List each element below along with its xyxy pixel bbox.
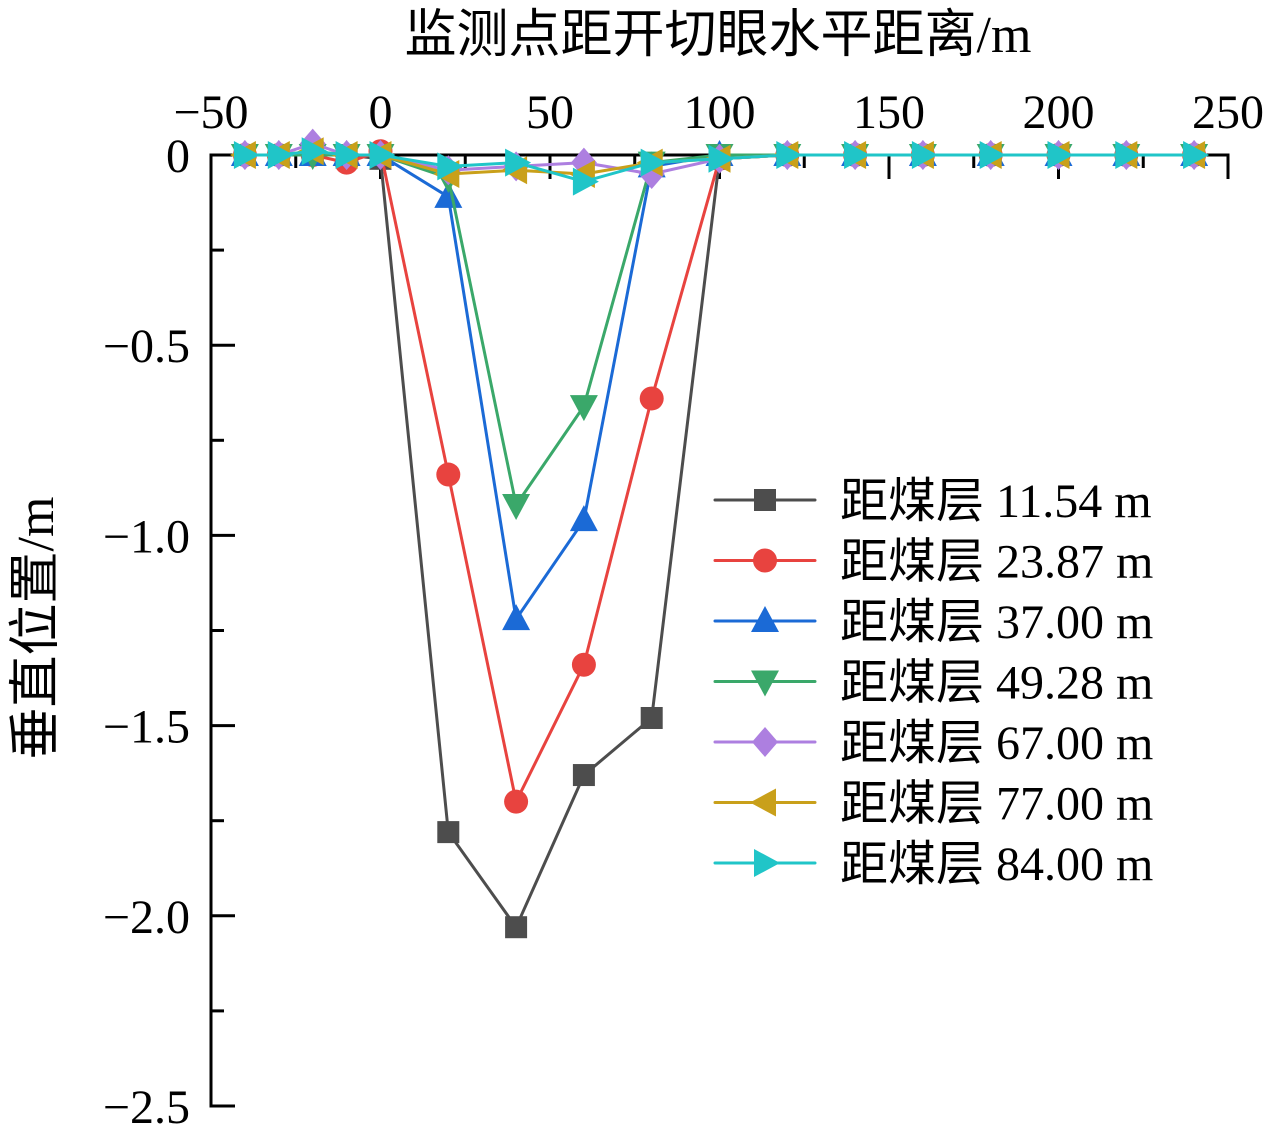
series-2-point-6 xyxy=(436,462,461,487)
x-tick-label: 50 xyxy=(526,86,574,139)
series-2-point-7 xyxy=(504,789,529,814)
y-tick-label: −1.5 xyxy=(103,701,190,754)
series-7-point-12 xyxy=(844,141,871,169)
legend-item-2: 距煤层 23.87 m xyxy=(713,536,1153,589)
y-tick-label: −2.5 xyxy=(103,1081,190,1134)
plot-area xyxy=(229,128,1210,939)
legend-marker-3 xyxy=(751,606,779,632)
legend-label-2: 距煤层 23.87 m xyxy=(840,536,1153,589)
legend-item-4: 距煤层 49.28 m xyxy=(713,657,1153,710)
series-1-point-8 xyxy=(572,764,595,787)
y-tick-label: −0.5 xyxy=(103,320,190,373)
legend-item-7: 距煤层 84.00 m xyxy=(713,838,1153,891)
legend-label-1: 距煤层 11.54 m xyxy=(840,475,1152,528)
legend-item-3: 距煤层 37.00 m xyxy=(713,596,1153,649)
series-7-point-8 xyxy=(572,167,599,196)
series-4-point-8 xyxy=(569,395,598,422)
x-tick-label: 250 xyxy=(1192,86,1264,139)
legend-marker-7 xyxy=(754,849,780,877)
series-3-point-7 xyxy=(502,604,531,631)
legend-item-1: 距煤层 11.54 m xyxy=(713,475,1152,528)
legend-marker-1 xyxy=(754,489,776,511)
series-7-point-3 xyxy=(301,137,328,166)
series-3-point-6 xyxy=(434,181,463,208)
legend-item-6: 距煤层 77.00 m xyxy=(713,778,1153,831)
series-7-point-1 xyxy=(233,141,260,169)
series-7-point-16 xyxy=(1115,141,1142,169)
series-7-point-11 xyxy=(776,141,803,169)
y-tick-label: −2.0 xyxy=(103,891,190,944)
series-7-point-5 xyxy=(369,141,396,169)
legend-marker-5 xyxy=(752,727,778,757)
series-1-point-6 xyxy=(437,821,460,844)
series-4 xyxy=(230,144,1209,520)
x-tick-label: 200 xyxy=(1023,86,1095,139)
series-7-point-14 xyxy=(979,141,1006,169)
legend-label-4: 距煤层 49.28 m xyxy=(840,657,1153,710)
x-axis-title: 监测点距开切眼水平距离/m xyxy=(405,7,1032,64)
x-tick-label: −50 xyxy=(173,86,248,139)
y-tick-label: 0 xyxy=(166,130,190,183)
legend: 距煤层 11.54 m 距煤层 23.87 m 距煤层 37.00 m 距煤层 49.… xyxy=(713,475,1153,891)
series-7-point-9 xyxy=(640,148,667,177)
series-7-point-10 xyxy=(708,144,735,173)
legend-marker-4 xyxy=(751,670,779,697)
series-3-point-8 xyxy=(569,505,598,532)
series-1-point-7 xyxy=(505,916,528,939)
x-tick-label: 100 xyxy=(684,86,756,139)
legend-label-6: 距煤层 77.00 m xyxy=(840,778,1153,831)
series-7-point-15 xyxy=(1047,141,1074,169)
legend-label-7: 距煤层 84.00 m xyxy=(840,838,1153,891)
series-7-point-6 xyxy=(437,152,464,181)
series-2-point-8 xyxy=(571,652,596,677)
y-tick-label: −1.0 xyxy=(103,510,190,563)
y-axis-title: 垂直位置/m xyxy=(8,497,65,760)
legend-marker-6 xyxy=(750,788,776,817)
legend-label-3: 距煤层 37.00 m xyxy=(840,596,1153,649)
series-7-point-17 xyxy=(1183,141,1210,169)
x-tick-label: 150 xyxy=(853,86,925,139)
legend-marker-2 xyxy=(753,548,777,573)
series-2-point-9 xyxy=(639,386,664,411)
series-7-point-13 xyxy=(911,141,938,169)
series-1-point-9 xyxy=(640,706,663,729)
legend-label-5: 距煤层 67.00 m xyxy=(840,717,1153,770)
series-7-point-4 xyxy=(335,141,362,169)
x-tick-label: 0 xyxy=(369,86,393,139)
series-7-point-7 xyxy=(505,148,532,177)
series-7-point-2 xyxy=(267,141,294,169)
series-4-point-7 xyxy=(502,493,531,520)
series-7 xyxy=(233,137,1210,196)
legend-item-5: 距煤层 67.00 m xyxy=(713,717,1153,770)
series-4-line xyxy=(243,153,1196,507)
